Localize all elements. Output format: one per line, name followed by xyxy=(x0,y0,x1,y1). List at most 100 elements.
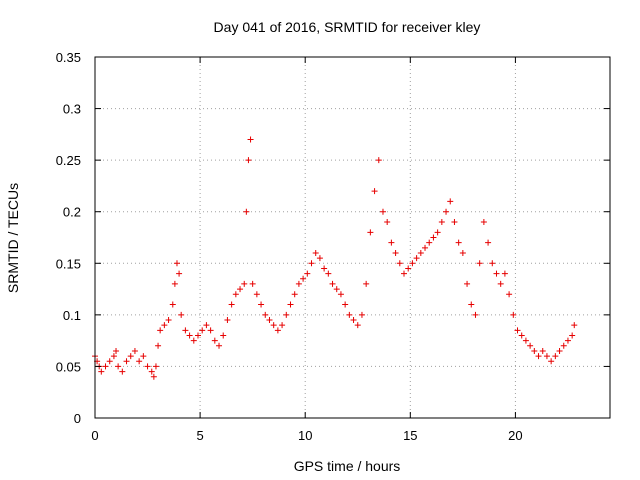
data-point xyxy=(176,270,183,277)
data-point xyxy=(514,327,521,334)
data-point xyxy=(316,255,323,262)
x-tick-label: 5 xyxy=(196,428,203,443)
data-point xyxy=(358,311,365,318)
data-point xyxy=(220,332,227,339)
data-point xyxy=(232,291,239,298)
data-point xyxy=(262,311,269,318)
data-point xyxy=(371,188,378,195)
data-point xyxy=(241,280,248,287)
data-point xyxy=(211,337,218,344)
data-point xyxy=(279,322,286,329)
data-point xyxy=(150,373,157,380)
data-point xyxy=(98,368,105,375)
data-point xyxy=(539,347,546,354)
data-point xyxy=(384,219,391,226)
data-point xyxy=(367,229,374,236)
data-point xyxy=(155,342,162,349)
data-point xyxy=(207,327,214,334)
data-point xyxy=(106,358,113,365)
data-point xyxy=(247,136,254,143)
data-point xyxy=(480,219,487,226)
data-point xyxy=(300,275,307,282)
data-point xyxy=(447,198,454,205)
data-point xyxy=(485,239,492,246)
data-point xyxy=(152,363,159,370)
data-point xyxy=(434,229,441,236)
x-tick-label: 20 xyxy=(508,428,522,443)
data-point xyxy=(337,291,344,298)
data-point xyxy=(569,332,576,339)
data-point xyxy=(321,265,328,272)
data-point xyxy=(522,337,529,344)
data-point xyxy=(113,347,120,354)
data-points xyxy=(92,136,578,380)
data-point xyxy=(438,219,445,226)
data-point xyxy=(396,260,403,267)
data-point xyxy=(203,322,210,329)
data-point xyxy=(501,270,508,277)
x-tick-label: 15 xyxy=(403,428,417,443)
data-point xyxy=(489,260,496,267)
data-point xyxy=(552,353,559,360)
data-point xyxy=(333,286,340,293)
data-point xyxy=(409,260,416,267)
data-point xyxy=(295,280,302,287)
data-point xyxy=(173,260,180,267)
data-point xyxy=(274,327,281,334)
y-tick-label: 0.15 xyxy=(56,256,81,271)
data-point xyxy=(531,347,538,354)
data-point xyxy=(379,208,386,215)
y-tick-labels: 0 0.05 0.1 0.15 0.2 0.25 0.3 0.35 xyxy=(56,50,81,426)
data-point xyxy=(426,239,433,246)
data-point xyxy=(216,342,223,349)
data-point xyxy=(510,311,517,318)
data-point xyxy=(258,301,265,308)
data-point xyxy=(464,280,471,287)
data-point xyxy=(459,249,466,256)
data-point xyxy=(556,347,563,354)
data-point xyxy=(190,337,197,344)
data-point xyxy=(342,301,349,308)
data-point xyxy=(375,157,382,164)
data-point xyxy=(455,239,462,246)
data-point xyxy=(518,332,525,339)
data-point xyxy=(308,260,315,267)
data-point xyxy=(543,353,550,360)
data-point xyxy=(243,208,250,215)
data-point xyxy=(392,249,399,256)
data-point xyxy=(548,358,555,365)
y-tick-label: 0 xyxy=(74,411,81,426)
chart-title: Day 041 of 2016, SRMTID for receiver kle… xyxy=(214,19,481,35)
y-tick-label: 0.1 xyxy=(63,308,81,323)
data-point xyxy=(451,219,458,226)
data-point xyxy=(493,270,500,277)
data-point xyxy=(199,327,206,334)
data-point xyxy=(325,270,332,277)
data-point xyxy=(560,342,567,349)
data-point xyxy=(468,301,475,308)
x-tick-labels: 0 5 10 15 20 xyxy=(91,428,522,443)
data-point xyxy=(119,368,126,375)
data-point xyxy=(443,208,450,215)
data-point xyxy=(405,265,412,272)
grid-lines xyxy=(95,57,610,418)
data-point xyxy=(110,353,117,360)
axis-ticks xyxy=(94,56,610,419)
data-point xyxy=(527,342,534,349)
data-point xyxy=(224,317,231,324)
data-point xyxy=(287,301,294,308)
data-point xyxy=(136,358,143,365)
data-point xyxy=(346,311,353,318)
data-point xyxy=(413,255,420,262)
data-point xyxy=(186,332,193,339)
data-point xyxy=(270,322,277,329)
data-point xyxy=(245,157,252,164)
data-point xyxy=(535,353,542,360)
data-point xyxy=(350,317,357,324)
data-point xyxy=(115,363,122,370)
data-point xyxy=(165,317,172,324)
data-point xyxy=(171,280,178,287)
data-point xyxy=(144,363,151,370)
data-point xyxy=(476,260,483,267)
